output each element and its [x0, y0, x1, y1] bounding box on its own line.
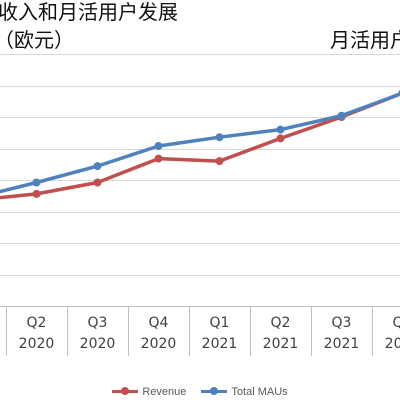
x-tick-label-quarter: Q3 [88, 315, 108, 331]
data-point-revenue [93, 178, 102, 187]
data-point-total-maus [215, 133, 224, 142]
left-axis-unit-label: （欧元） [0, 28, 74, 52]
legend: Revenue Total MAUs [0, 384, 400, 398]
legend-label-revenue: Revenue [142, 385, 187, 398]
x-tick-label-year: 2020 [80, 336, 116, 352]
right-axis-unit-label: 月活用户 [330, 28, 400, 52]
data-point-total-maus [32, 178, 41, 187]
data-point-revenue [154, 154, 163, 163]
data-point-total-maus [93, 162, 102, 171]
data-point-revenue [32, 189, 41, 198]
series-revenue [0, 89, 400, 200]
x-tick-label-quarter: Q2 [271, 315, 291, 331]
series-line-total-maus [0, 92, 400, 194]
x-tick-label-year: 2020 [141, 336, 177, 352]
x-tick-label-year: 2021 [385, 336, 400, 352]
gridlines [0, 54, 400, 307]
x-tick-label-year: 2021 [202, 336, 238, 352]
series-total-maus [0, 89, 400, 194]
x-tick-label-year: 2021 [324, 336, 360, 352]
data-point-total-maus [276, 125, 285, 134]
x-tick-label-quarter: Q3 [332, 315, 352, 331]
x-tick-label-quarter: Q1 [210, 315, 230, 331]
data-point-revenue [215, 157, 224, 166]
legend-item-total-maus[interactable]: Total MAUs [201, 385, 288, 398]
x-tick-label-year: 2021 [263, 336, 299, 352]
legend-swatch-total-maus [201, 387, 228, 395]
series-lines [0, 89, 400, 200]
chart-title: 收入和月活用户发展 [0, 0, 178, 24]
series-line-revenue [0, 92, 400, 200]
x-tick-label-quarter: Q2 [27, 315, 47, 331]
data-point-revenue [276, 134, 285, 143]
data-point-total-maus [337, 111, 346, 120]
x-tick-label-quarter: Q4 [393, 315, 400, 331]
legend-swatch-revenue [112, 387, 139, 395]
x-tick-label-year: 2020 [19, 336, 55, 352]
data-point-total-maus [154, 142, 163, 150]
legend-label-total-maus: Total MAUs [231, 385, 288, 398]
x-tick-label-quarter: Q4 [149, 315, 169, 331]
x-axis: Q12020Q22020Q32020Q42020Q12021Q22021Q320… [6, 306, 400, 356]
legend-item-revenue[interactable]: Revenue [112, 386, 186, 398]
